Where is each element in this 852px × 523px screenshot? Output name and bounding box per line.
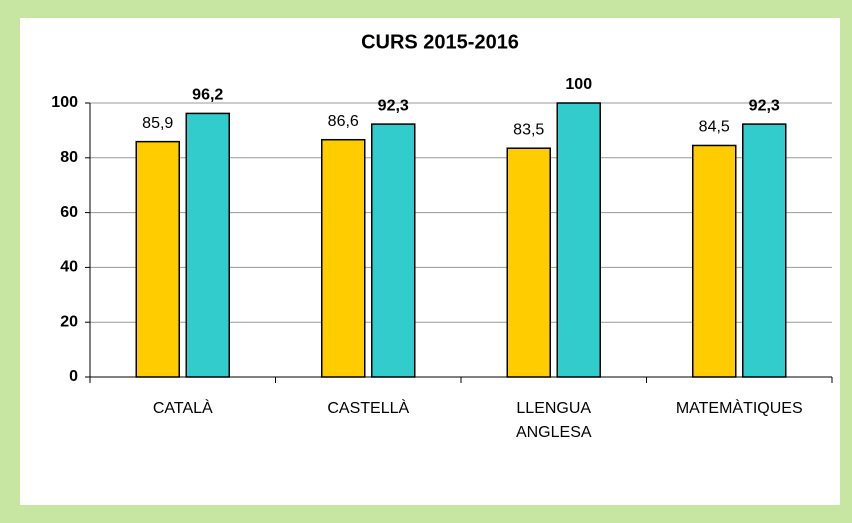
bar xyxy=(742,123,787,378)
x-tick-label: CATALÀ xyxy=(152,400,213,417)
x-tick-label: MATEMÀTIQUES xyxy=(675,400,803,417)
y-tick-label: 20 xyxy=(60,313,78,330)
y-tick-label: 60 xyxy=(60,204,78,221)
bar xyxy=(321,138,366,378)
data-label: 92,3 xyxy=(378,97,409,114)
bar xyxy=(556,102,601,378)
y-tick-label: 80 xyxy=(60,149,78,166)
data-label: 92,3 xyxy=(749,97,780,114)
bar xyxy=(692,144,737,378)
y-tick-label: 0 xyxy=(69,368,78,385)
bar xyxy=(506,147,551,378)
data-label: 96,2 xyxy=(192,87,223,104)
data-label: 100 xyxy=(565,76,592,93)
y-tick-label: 100 xyxy=(51,94,78,111)
y-tick-label: 40 xyxy=(60,259,78,276)
data-label: 84,5 xyxy=(699,119,730,136)
data-label: 86,6 xyxy=(328,113,359,130)
data-label: 85,9 xyxy=(142,115,173,132)
chart-title: CURS 2015-2016 xyxy=(361,31,519,53)
x-tick-label: CASTELLÀ xyxy=(327,400,410,417)
bar xyxy=(371,123,416,378)
x-tick-label: LLENGUA ANGLESA xyxy=(515,400,592,441)
bar xyxy=(135,140,180,378)
data-label: 83,5 xyxy=(513,121,544,138)
bar xyxy=(185,112,230,378)
